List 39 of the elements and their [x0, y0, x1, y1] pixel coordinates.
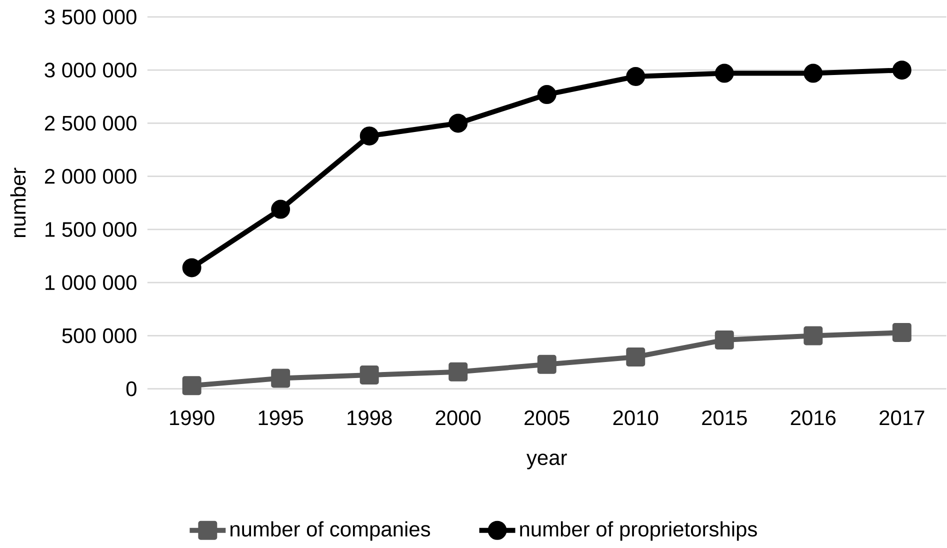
y-tick-label: 2 000 000: [44, 168, 136, 184]
x-tick-label: 1995: [258, 410, 304, 426]
y-axis-title: number: [10, 168, 26, 237]
point: [714, 330, 734, 350]
x-tick-label: 2005: [524, 410, 570, 426]
x-tick-label: 1990: [170, 410, 214, 426]
point: [448, 362, 468, 382]
point: [360, 126, 379, 146]
point: [892, 60, 912, 80]
x-tick-label: 2015: [702, 410, 747, 426]
point: [537, 354, 556, 374]
y-tick-label: 3 000 000: [44, 62, 136, 78]
point: [271, 200, 290, 219]
point: [271, 368, 290, 388]
point: [804, 64, 823, 83]
point: [626, 347, 646, 366]
y-tick-label: 1 000 000: [46, 275, 136, 290]
legend-label: number of companies: [230, 521, 430, 541]
point: [182, 258, 202, 278]
y-tick-label: 3 500 000: [44, 9, 136, 24]
x-tick-label: 2016: [790, 410, 836, 426]
point: [448, 114, 468, 133]
point: [714, 64, 734, 83]
point: [182, 376, 202, 395]
x-tick-label: 2010: [613, 410, 658, 426]
x-tick-label: 2017: [880, 410, 924, 426]
point: [537, 84, 556, 104]
x-tick-label: 2000: [436, 410, 481, 426]
y-tick-label: 500 000: [62, 328, 136, 343]
point: [892, 322, 912, 342]
point: [804, 326, 823, 346]
legend-label: number of proprietorships: [520, 521, 757, 541]
y-tick-label: 0: [126, 381, 136, 396]
x-axis-title: year: [526, 453, 567, 470]
x-tick-label: 1998: [348, 410, 392, 426]
y-tick-label: 1 500 000: [46, 222, 136, 237]
point: [626, 66, 646, 86]
y-tick-label: 2 500 000: [44, 116, 136, 130]
point: [360, 365, 379, 384]
